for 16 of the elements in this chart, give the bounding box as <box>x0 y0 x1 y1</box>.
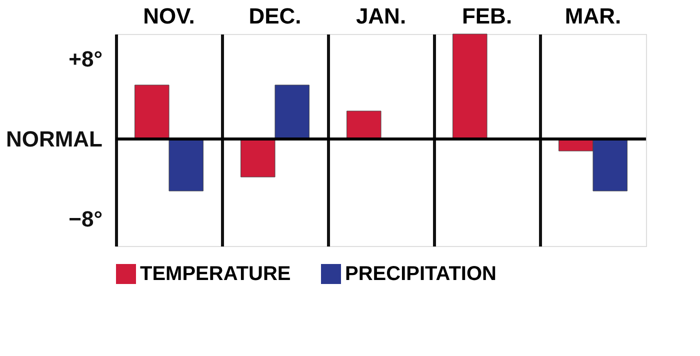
bar <box>134 84 170 140</box>
bar <box>452 34 488 140</box>
legend-label: TEMPERATURE <box>140 263 291 285</box>
x-tick-label: DEC. <box>248 4 302 28</box>
y-tick-label: NORMAL <box>6 126 102 152</box>
x-tick-label: FEB. <box>462 4 512 28</box>
x-tick-label: JAN. <box>356 4 406 28</box>
bar <box>274 84 310 140</box>
legend-label: PRECIPITATION <box>345 263 496 285</box>
bar <box>240 138 276 178</box>
x-tick-label: MAR. <box>564 4 622 28</box>
bar <box>346 110 382 140</box>
y-tick-label: −8° <box>68 206 102 232</box>
y-tick-label: +8° <box>68 46 102 72</box>
x-tick-label: NOV. <box>143 4 195 28</box>
bar <box>168 138 204 192</box>
